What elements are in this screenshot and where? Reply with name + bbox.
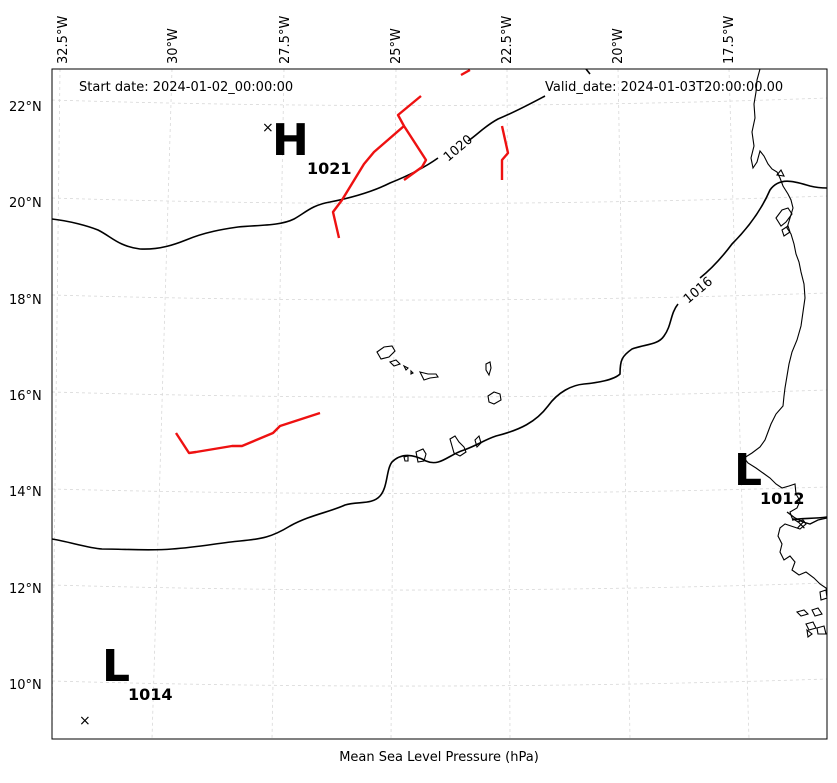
cape-verde-islands bbox=[376, 345, 502, 463]
front-line-top bbox=[460, 69, 471, 77]
front-line-north bbox=[331, 95, 428, 239]
bijagos-islands bbox=[795, 589, 827, 638]
low-center-southwest: × L 1014 bbox=[79, 641, 173, 729]
island-santo-antao bbox=[376, 345, 396, 360]
island-boa-vista bbox=[487, 391, 502, 405]
isobars bbox=[52, 69, 827, 551]
map-frame bbox=[51, 68, 828, 740]
high-center-value: 1021 bbox=[307, 159, 352, 178]
island-brava bbox=[403, 455, 409, 462]
low-center-east-letter: L bbox=[734, 445, 762, 496]
lat-label: 22°N bbox=[9, 100, 42, 115]
low-center-southwest-value: 1014 bbox=[128, 685, 173, 704]
lon-label: 25°W bbox=[389, 28, 404, 64]
longitude-labels: 32.5°W 30°W 27.5°W 25°W 22.5°W 20°W 17.5… bbox=[56, 16, 737, 64]
low-center-east: × L 1012 bbox=[734, 445, 807, 533]
contour-label-1020: 1020 bbox=[441, 132, 476, 165]
latitude-labels: 22°N 20°N 18°N 16°N 14°N 12°N 10°N bbox=[9, 100, 42, 693]
lat-label: 18°N bbox=[9, 293, 42, 308]
high-center-marker: × bbox=[262, 120, 274, 136]
parallel-10n bbox=[52, 678, 827, 687]
parallel-18n bbox=[52, 292, 827, 301]
lat-label: 12°N bbox=[9, 582, 42, 597]
front-line-south bbox=[174, 411, 321, 455]
meridian-30w bbox=[151, 69, 173, 739]
island-sao-nicolau bbox=[418, 371, 439, 381]
high-center-letter: H bbox=[272, 115, 309, 166]
contour-label-1016: 1016 bbox=[681, 274, 716, 307]
isobar-top-fragment bbox=[585, 69, 591, 75]
island-fogo bbox=[415, 448, 427, 463]
parallel-16n bbox=[52, 389, 827, 398]
lat-label: 14°N bbox=[9, 485, 42, 500]
meridian-32-5w bbox=[52, 69, 61, 739]
isobar-1016 bbox=[52, 180, 827, 551]
lon-label: 17.5°W bbox=[722, 16, 737, 64]
river-gambia bbox=[786, 511, 827, 525]
meridian-22-5w bbox=[506, 69, 511, 739]
meridian-25w bbox=[390, 69, 397, 739]
border-fragment bbox=[775, 168, 793, 237]
parallel-22n bbox=[52, 97, 827, 106]
front-lines bbox=[174, 69, 510, 455]
low-center-southwest-marker: × bbox=[79, 713, 91, 729]
valid-date-label: Valid_date: 2024-01-03T20:00:00.00 bbox=[545, 80, 783, 95]
parallel-12n bbox=[52, 582, 827, 591]
front-line-east bbox=[500, 125, 510, 180]
lat-label: 16°N bbox=[9, 389, 42, 404]
lat-label: 10°N bbox=[9, 678, 42, 693]
isobar-1020 bbox=[52, 95, 546, 250]
map-caption: Mean Sea Level Pressure (hPa) bbox=[339, 750, 539, 765]
parallel-20n bbox=[52, 195, 827, 204]
lon-label: 30°W bbox=[166, 28, 181, 64]
lon-label: 22.5°W bbox=[500, 16, 515, 64]
parallel-14n bbox=[52, 486, 827, 494]
lat-label: 20°N bbox=[9, 196, 42, 211]
start-date-label: Start date: 2024-01-02_00:00:00 bbox=[79, 80, 293, 95]
lon-label: 27.5°W bbox=[278, 16, 293, 64]
island-sao-vicente bbox=[388, 359, 402, 367]
island-santa-luzia bbox=[402, 364, 414, 375]
isobar-1012-fragment bbox=[791, 516, 827, 521]
coastline-west-africa bbox=[743, 69, 827, 591]
lon-label: 32.5°W bbox=[56, 16, 71, 64]
meridian-20w bbox=[617, 69, 631, 739]
low-center-east-marker: × bbox=[795, 517, 807, 533]
island-sal bbox=[485, 361, 492, 377]
low-center-east-value: 1012 bbox=[760, 489, 805, 508]
low-center-southwest-letter: L bbox=[102, 641, 130, 692]
meridian-17-5w bbox=[728, 69, 750, 739]
island-santiago bbox=[449, 435, 467, 457]
meridian-27-5w bbox=[271, 69, 285, 739]
high-center: × H 1021 bbox=[262, 115, 352, 178]
lon-label: 20°W bbox=[611, 28, 626, 64]
graticule bbox=[52, 69, 827, 739]
